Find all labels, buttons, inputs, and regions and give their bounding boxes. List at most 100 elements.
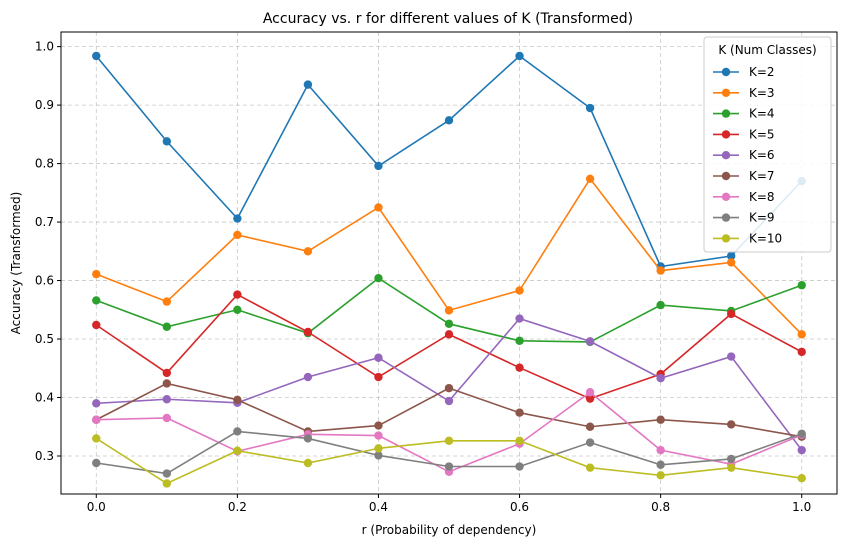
- legend-swatch-marker: [721, 213, 731, 222]
- data-point: [92, 296, 101, 305]
- legend-label: K=10: [749, 231, 782, 245]
- data-point: [656, 374, 665, 383]
- data-point: [515, 314, 524, 323]
- data-point: [233, 214, 242, 223]
- data-point: [444, 436, 454, 445]
- y-axis-label: Accuracy (Transformed): [9, 192, 23, 335]
- data-point: [585, 422, 595, 431]
- legend-swatch-marker: [721, 88, 731, 98]
- y-tick-label: 0.8: [35, 157, 54, 171]
- series-k-10: [92, 434, 806, 488]
- chart-title: Accuracy vs. r for different values of K…: [263, 11, 633, 27]
- data-point: [585, 463, 595, 472]
- data-point: [444, 116, 454, 125]
- series-k-5: [92, 290, 806, 403]
- y-tick-label: 0.5: [35, 332, 54, 346]
- y-tick-label: 0.9: [35, 98, 54, 112]
- x-tick-label: 0.0: [87, 500, 106, 514]
- legend: K (Num Classes) K=2 K=3 K=4 K=5 K=6 K=7 K=8 K=9 K…: [703, 36, 832, 253]
- series-layer: [92, 51, 806, 488]
- legend-swatch-marker: [721, 151, 731, 160]
- data-point: [726, 420, 736, 429]
- data-point: [162, 368, 172, 378]
- series-k-9: [92, 427, 806, 478]
- x-tick-label: 0.6: [510, 500, 529, 514]
- series-line: [95, 54, 803, 268]
- data-point: [303, 434, 313, 443]
- legend-label: K=7: [749, 169, 775, 183]
- data-point: [92, 434, 101, 443]
- data-point: [374, 161, 383, 171]
- x-tick-label: 0.8: [651, 500, 670, 514]
- series-k-7: [92, 379, 806, 441]
- data-point: [656, 300, 665, 310]
- legend-swatch-marker: [721, 234, 731, 243]
- y-tick-label: 0.6: [35, 274, 54, 288]
- data-point: [374, 203, 383, 212]
- legend-swatch-marker: [721, 130, 731, 139]
- data-point: [656, 415, 665, 424]
- data-point: [233, 446, 242, 455]
- legend-swatch-marker: [721, 192, 731, 201]
- data-point: [374, 431, 383, 440]
- data-point: [92, 415, 101, 424]
- data-point: [374, 353, 383, 362]
- data-point: [585, 394, 595, 403]
- legend-label: K=3: [749, 86, 775, 100]
- data-point: [92, 51, 101, 61]
- legend-item: K=2: [713, 65, 775, 79]
- data-point: [797, 429, 806, 438]
- legend-label: K=6: [749, 148, 775, 162]
- data-point: [726, 309, 736, 319]
- data-point: [515, 286, 524, 295]
- legend-item: K=9: [713, 211, 775, 225]
- data-point: [726, 251, 736, 261]
- y-axis: 0.3 0.4 0.5 0.6 0.7 0.8 0.9 1.0: [35, 40, 61, 463]
- data-point: [162, 322, 172, 331]
- data-point: [92, 458, 101, 468]
- x-axis-label: r (Probability of dependency): [362, 523, 537, 537]
- legend-label: K=2: [749, 65, 775, 79]
- data-point: [233, 427, 242, 436]
- data-point: [797, 330, 806, 339]
- legend-item: K=10: [713, 231, 782, 245]
- data-point: [162, 395, 172, 404]
- data-point: [515, 436, 524, 445]
- data-point: [515, 363, 524, 372]
- data-point: [444, 462, 454, 471]
- data-point: [162, 379, 172, 388]
- data-point: [303, 80, 313, 89]
- legend-item: K=6: [713, 148, 775, 162]
- data-point: [374, 421, 383, 430]
- legend-item: K=5: [713, 127, 775, 141]
- data-point: [162, 137, 172, 146]
- data-point: [162, 479, 172, 488]
- series-k-2: [92, 51, 806, 271]
- legend-swatch-marker: [721, 67, 731, 77]
- y-tick-label: 0.3: [35, 449, 54, 463]
- series-k-4: [92, 274, 806, 347]
- data-point: [303, 372, 313, 382]
- data-point: [515, 336, 524, 345]
- x-axis: 0.0 0.2 0.4 0.6 0.8 1.0: [87, 494, 811, 514]
- data-point: [585, 337, 595, 346]
- data-point: [585, 103, 595, 113]
- data-point: [585, 438, 595, 447]
- data-point: [233, 395, 242, 405]
- data-point: [233, 230, 242, 240]
- legend-label: K=9: [749, 211, 775, 225]
- data-point: [726, 463, 736, 472]
- data-point: [92, 269, 101, 279]
- data-point: [515, 462, 524, 471]
- data-point: [303, 327, 313, 337]
- legend-item: K=8: [713, 190, 775, 204]
- data-point: [444, 383, 454, 393]
- data-point: [797, 281, 806, 290]
- data-point: [374, 274, 383, 283]
- data-point: [233, 290, 242, 299]
- y-tick-label: 0.7: [35, 215, 54, 229]
- data-point: [797, 445, 806, 455]
- series-line: [95, 437, 802, 485]
- data-point: [92, 320, 101, 330]
